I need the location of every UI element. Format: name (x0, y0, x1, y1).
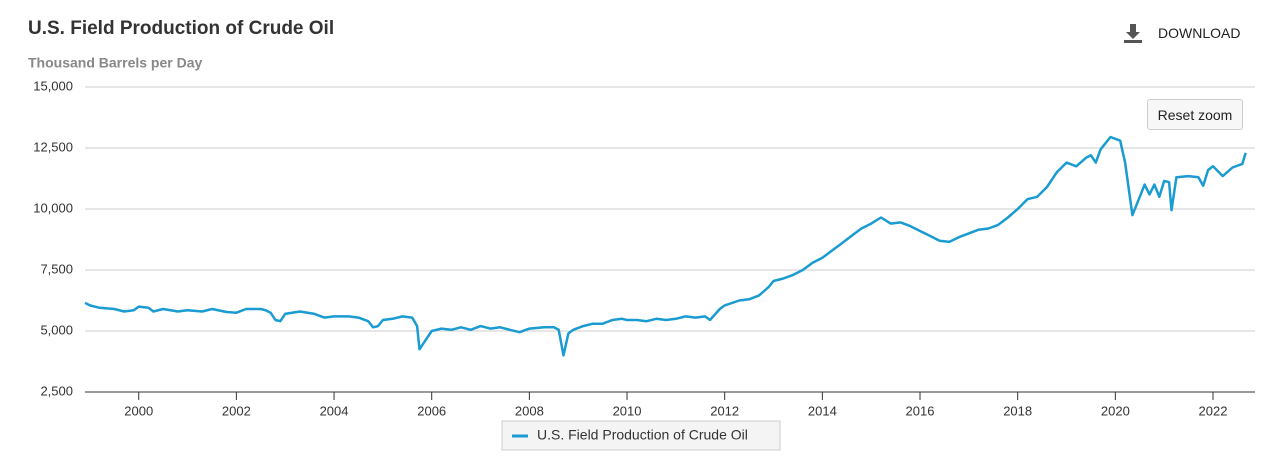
legend-label: U.S. Field Production of Crude Oil (537, 427, 748, 443)
y-tick-label: 5,000 (40, 322, 73, 337)
x-tick-label: 2016 (906, 403, 935, 418)
x-tick-label: 2004 (320, 403, 349, 418)
x-tick-label: 2022 (1199, 403, 1228, 418)
y-tick-label: 15,000 (33, 78, 73, 93)
x-tick-label: 2010 (613, 403, 642, 418)
x-tick-label: 2000 (124, 403, 153, 418)
x-tick-label: 2008 (515, 403, 544, 418)
y-tick-label: 12,500 (33, 139, 73, 154)
download-button[interactable]: DOWNLOAD (1122, 20, 1240, 46)
x-tick-label: 2018 (1003, 403, 1032, 418)
y-tick-label: 7,500 (40, 261, 73, 276)
y-tick-label: 10,000 (33, 200, 73, 215)
chart-title: U.S. Field Production of Crude Oil (28, 18, 334, 39)
legend-box (501, 420, 781, 451)
series-line (84, 135, 1247, 357)
x-tick-label: 2014 (808, 403, 837, 418)
x-tick-label: 2002 (222, 403, 251, 418)
download-icon (1124, 24, 1142, 43)
x-tick-label: 2020 (1101, 403, 1130, 418)
x-tick-label: 2006 (417, 403, 446, 418)
x-tick-label: 2012 (710, 403, 739, 418)
download-label: DOWNLOAD (1158, 25, 1241, 41)
chart-subtitle: Thousand Barrels per Day (28, 55, 202, 71)
reset-zoom-button[interactable]: Reset zoom (1147, 99, 1243, 130)
y-tick-label: 2,500 (40, 383, 73, 398)
